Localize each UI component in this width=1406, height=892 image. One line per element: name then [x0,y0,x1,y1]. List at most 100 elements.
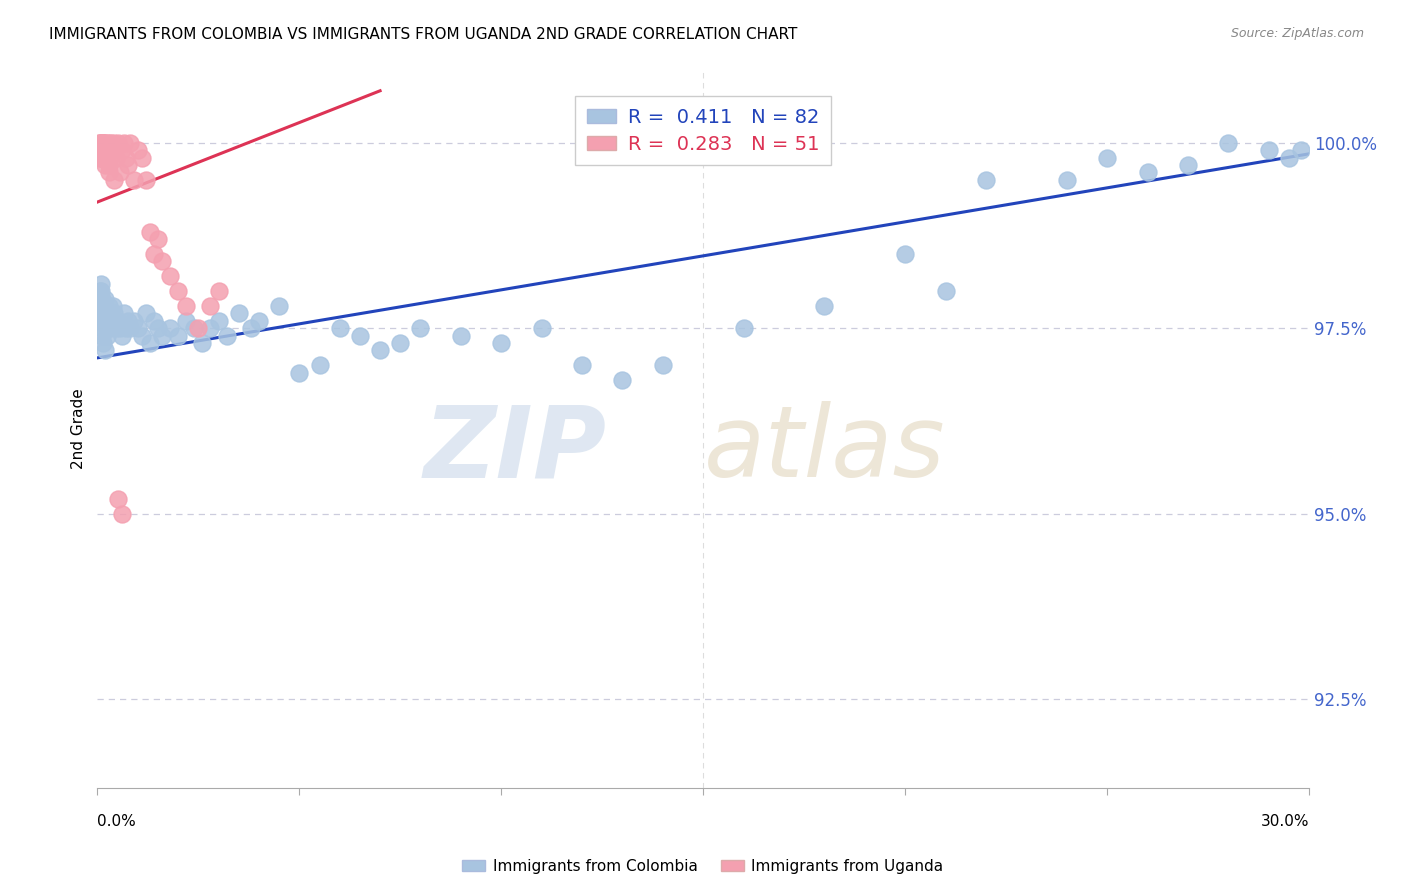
Point [96,328,118,343]
Point [150,328,173,343]
Point [114,321,136,335]
Point [127,143,149,157]
Point [215,328,238,343]
Point [96,143,118,157]
Point [112,306,135,320]
Point [146,232,169,246]
Point [1257,143,1279,157]
Point [207,284,229,298]
Point [118,136,141,150]
Point [93,136,115,150]
Point [90,136,112,150]
Point [117,158,139,172]
Point [135,173,157,187]
Point [96,151,118,165]
Point [96,136,118,150]
Point [112,136,135,150]
Point [139,336,162,351]
Point [90,151,112,165]
Point [167,328,190,343]
Point [98,151,121,165]
Point [368,343,391,358]
Legend: R =  0.411   N = 82, R =  0.283   N = 51: R = 0.411 N = 82, R = 0.283 N = 51 [575,96,831,165]
Point [894,247,917,261]
Point [89,292,111,306]
Point [90,143,112,157]
Point [117,314,139,328]
Point [1289,143,1312,157]
Point [207,314,229,328]
Point [90,314,112,328]
Point [122,173,145,187]
Text: 30.0%: 30.0% [1261,814,1309,830]
Point [131,151,153,165]
Point [288,366,311,380]
Legend: Immigrants from Colombia, Immigrants from Uganda: Immigrants from Colombia, Immigrants fro… [457,853,949,880]
Point [139,225,162,239]
Point [1278,151,1301,165]
Point [91,299,114,313]
Point [1056,173,1078,187]
Point [571,359,593,373]
Point [97,299,120,313]
Point [96,321,118,335]
Point [651,359,673,373]
Point [98,165,121,179]
Point [93,136,115,150]
Point [104,321,127,335]
Point [110,143,132,157]
Point [103,314,125,328]
Point [150,254,173,268]
Point [142,314,165,328]
Point [90,151,112,165]
Point [98,314,121,328]
Point [97,158,120,172]
Point [122,314,145,328]
Point [1136,165,1159,179]
Text: 0.0%: 0.0% [97,814,136,830]
Point [110,507,132,521]
Point [90,277,112,291]
Point [146,321,169,335]
Point [103,306,125,320]
Point [103,136,125,150]
Point [409,321,432,335]
Point [107,491,129,506]
Point [200,299,222,313]
Point [612,373,634,387]
Point [1177,158,1199,172]
Point [90,321,112,335]
Point [813,299,835,313]
Point [89,136,111,150]
Point [159,269,181,284]
Point [90,306,112,320]
Point [94,343,117,358]
Point [89,136,111,150]
Point [200,321,222,335]
Point [107,314,129,328]
Point [89,284,111,298]
Point [308,359,330,373]
Point [135,306,157,320]
Point [349,328,371,343]
Point [191,336,214,351]
Point [228,306,250,320]
Point [389,336,412,351]
Point [247,314,270,328]
Point [98,306,121,320]
Point [89,299,111,313]
Point [89,151,111,165]
Point [91,136,114,150]
Point [101,299,124,313]
Point [107,136,129,150]
Point [174,299,197,313]
Point [974,173,997,187]
Point [167,284,190,298]
Point [90,284,112,298]
Point [159,321,181,335]
Point [90,136,112,150]
Point [1095,151,1118,165]
Point [93,306,115,320]
Text: IMMIGRANTS FROM COLOMBIA VS IMMIGRANTS FROM UGANDA 2ND GRADE CORRELATION CHART: IMMIGRANTS FROM COLOMBIA VS IMMIGRANTS F… [49,27,797,42]
Point [101,143,124,157]
